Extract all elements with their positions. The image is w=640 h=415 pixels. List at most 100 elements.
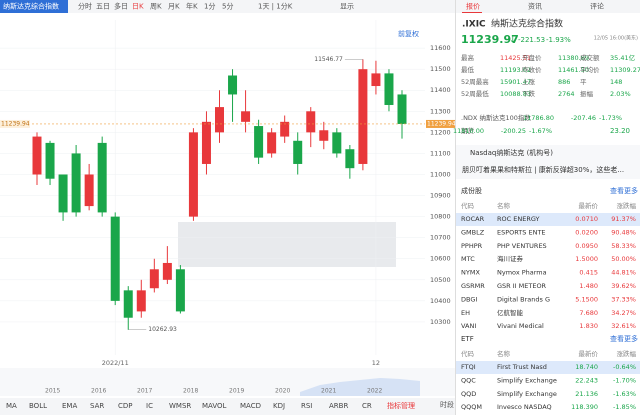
table-cell[interactable]: 0.0200	[575, 228, 598, 236]
table-cell[interactable]: -1.85%	[613, 403, 636, 411]
table-cell[interactable]: ROCAR	[461, 215, 485, 223]
indicator-tab[interactable]: CDP	[118, 402, 133, 410]
table-cell[interactable]: 91.37%	[611, 215, 636, 223]
indicator-tab[interactable]: MA	[6, 402, 17, 410]
account[interactable]: Nasdaq纳斯达克 (机构号)	[470, 148, 553, 157]
table-cell[interactable]: 0.415	[579, 269, 598, 277]
table-cell[interactable]: 18.740	[575, 363, 598, 371]
y-tick-label: 10700	[430, 234, 451, 242]
toolbar-tab[interactable]: 1分	[204, 2, 215, 11]
table-cell[interactable]: NYMX	[461, 269, 480, 277]
table-cell[interactable]: Simplify Exchange	[497, 390, 557, 398]
navigator-year: 2021	[321, 388, 336, 395]
indicator-tab[interactable]: EMA	[62, 402, 77, 410]
table-cell[interactable]: -1.70%	[613, 376, 636, 384]
table-cell[interactable]: PHP VENTURES	[497, 242, 547, 250]
table-cell[interactable]: GSR II METEOR	[497, 282, 547, 290]
indicator-tab[interactable]: KDJ	[273, 402, 285, 410]
indicator-tab[interactable]: RSI	[301, 402, 312, 410]
table-cell[interactable]: -0.64%	[613, 363, 636, 371]
table-cell[interactable]: 34.27%	[611, 309, 636, 317]
indicator-tab[interactable]: CR	[362, 402, 372, 410]
quote-tab[interactable]: 报价	[466, 2, 480, 11]
table-cell[interactable]: DBGI	[461, 295, 477, 303]
table-cell[interactable]: 58.33%	[611, 242, 636, 250]
toolbar-tab[interactable]: 月K	[168, 3, 180, 11]
table-cell[interactable]: 32.61%	[611, 322, 636, 330]
table-cell[interactable]: MTC	[461, 255, 475, 263]
candle-body	[188, 132, 198, 217]
table-cell[interactable]: 0.0950	[575, 242, 598, 250]
table-cell[interactable]: QQC	[461, 376, 476, 384]
table-cell[interactable]: 37.33%	[611, 295, 636, 303]
table-cell[interactable]: GSRMR	[461, 282, 485, 290]
table-cell[interactable]: FTQI	[461, 363, 476, 371]
table-cell[interactable]: QQD	[461, 390, 476, 398]
table-cell[interactable]: 1.5000	[575, 255, 598, 263]
table-cell[interactable]: VANI	[461, 322, 476, 330]
session-button[interactable]: 时段	[440, 400, 454, 409]
table-cell[interactable]: 90.48%	[611, 228, 636, 236]
toolbar-tab[interactable]: 日K	[132, 3, 144, 11]
table-cell[interactable]: 7.680	[579, 309, 598, 317]
quote-tab[interactable]: 资讯	[528, 2, 542, 11]
indicator-tab[interactable]: ARBR	[329, 402, 348, 410]
more-link[interactable]: 查看更多	[610, 186, 638, 195]
table-cell[interactable]: 50.00%	[611, 255, 636, 263]
table-cell[interactable]: GMBLZ	[461, 228, 485, 236]
table-cell[interactable]: 118.390	[571, 403, 598, 411]
indicator-tab[interactable]: SAR	[90, 402, 104, 410]
table-cell[interactable]: 0.0710	[575, 215, 598, 223]
stat-label: 下跌	[522, 89, 536, 98]
table-cell[interactable]: Digital Brands G	[497, 295, 550, 303]
table-cell[interactable]: Vivani Medical	[497, 322, 544, 330]
display-button[interactable]: 显示	[340, 3, 354, 11]
toolbar-tab[interactable]: 1天 | 1分K	[258, 2, 293, 11]
restore-button[interactable]: 前复权	[398, 29, 419, 38]
table-cell[interactable]: 39.62%	[611, 282, 636, 290]
table-cell[interactable]: 22.243	[575, 376, 598, 384]
title-tab[interactable]	[0, 0, 68, 13]
news[interactable]: 朋贝叮着果果和特斯拉 | 康新反弹超30%，这些老...	[462, 165, 624, 174]
table-cell[interactable]: 5.1500	[575, 295, 598, 303]
table-header: 代码	[461, 201, 475, 210]
table-cell[interactable]: QQQM	[461, 403, 482, 411]
section-title: 成份股	[461, 186, 482, 195]
table-cell[interactable]: 1.830	[579, 322, 598, 330]
indicator-tab[interactable]: MACD	[240, 402, 261, 410]
table-cell[interactable]: Nymox Pharma	[497, 269, 547, 277]
candle-body	[149, 269, 159, 289]
table-cell[interactable]: ESPORTS ENTE	[497, 228, 546, 236]
table-cell[interactable]: EH	[461, 309, 470, 317]
toolbar-title[interactable]: 纳斯达克综合指数	[3, 2, 59, 11]
table-cell[interactable]: 亿航智能	[497, 308, 524, 317]
y-tick-label: 11300	[430, 107, 451, 115]
table-cell[interactable]: 21.136	[575, 390, 598, 398]
toolbar-tab[interactable]: 五日	[96, 3, 110, 11]
toolbar-tab[interactable]: 周K	[150, 3, 162, 11]
table-cell[interactable]: ROC ENERGY	[497, 215, 540, 223]
toolbar-tab[interactable]: 多日	[114, 2, 128, 11]
table-cell[interactable]: Simplify Exchange	[497, 376, 557, 384]
selected-etf-row[interactable]	[456, 361, 640, 374]
quote-price: 11239.97	[461, 33, 519, 46]
table-cell[interactable]: PPHPR	[461, 242, 483, 250]
indicator-tab[interactable]: WMSR	[169, 402, 191, 410]
quote-tab[interactable]: 评论	[590, 2, 604, 11]
table-cell[interactable]: 44.81%	[611, 269, 636, 277]
stat-label: 最高	[461, 53, 475, 62]
indicator-manage[interactable]: 指标管理	[387, 401, 415, 410]
indicator-tab[interactable]: IC	[146, 402, 153, 410]
indicator-tab[interactable]: BOLL	[29, 402, 47, 410]
table-cell[interactable]: 海川证券	[497, 254, 524, 263]
more-link[interactable]: 查看更多	[610, 334, 638, 343]
indicator-tab[interactable]: MAVOL	[202, 402, 227, 410]
toolbar-tab[interactable]: 年K	[186, 2, 198, 11]
table-cell[interactable]: -1.63%	[613, 390, 636, 398]
table-cell[interactable]: First Trust Nasd	[497, 363, 547, 371]
toolbar-tab[interactable]: 5分	[222, 2, 233, 11]
table-cell[interactable]: Invesco NASDAQ	[497, 403, 552, 411]
table-cell[interactable]: 1.480	[579, 282, 598, 290]
toolbar-tab[interactable]: 分时	[78, 2, 92, 11]
selected-row[interactable]	[456, 213, 640, 226]
